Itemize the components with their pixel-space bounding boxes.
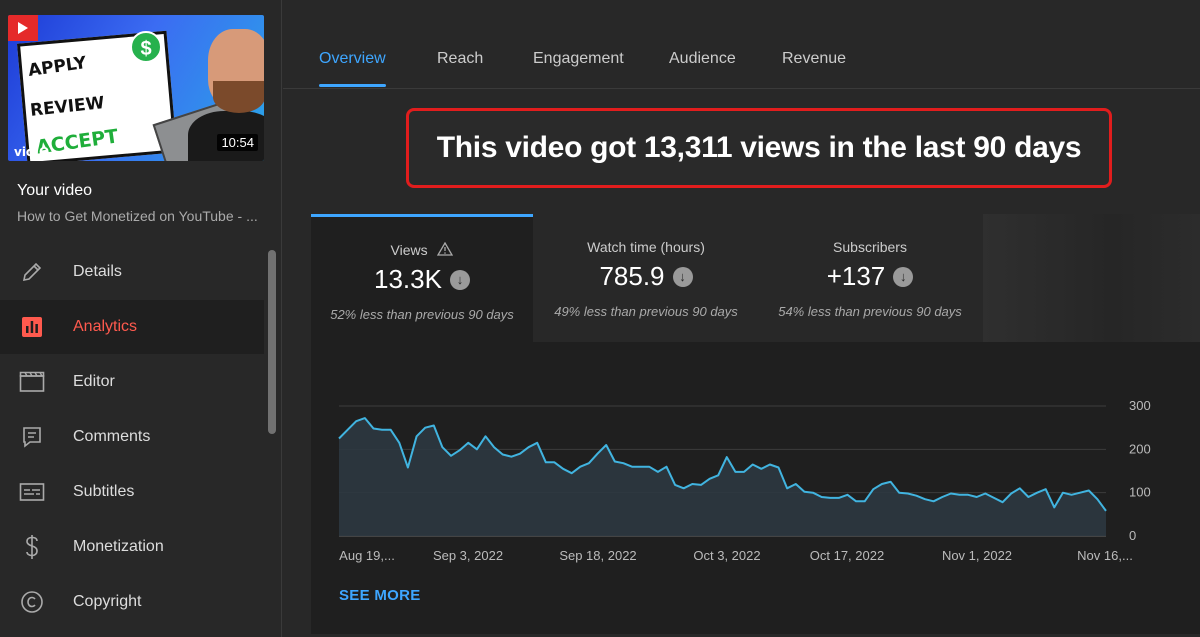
vidiq-logo: vidIQ xyxy=(14,145,50,159)
sidebar-item-copyright[interactable]: Copyright xyxy=(0,575,264,629)
metric-card-views[interactable]: Views 13.3K ↓ 52% less than previous 90 … xyxy=(311,214,533,342)
x-tick-label: Oct 17, 2022 xyxy=(810,548,884,563)
sidebar-item-label: Comments xyxy=(73,428,151,445)
video-thumbnail[interactable]: APPLY REVIEW ACCEPT $ vidIQ 10:54 xyxy=(8,15,264,161)
see-more-button[interactable]: SEE MORE xyxy=(339,587,421,604)
chart-panel: 0 100 200 300 Aug 19,... Sep 3, 2022 Sep 18, 2… xyxy=(311,342,1200,634)
sidebar-item-label: Details xyxy=(73,263,122,280)
sidebar: APPLY REVIEW ACCEPT $ vidIQ 10:54 Your v… xyxy=(0,0,282,637)
metric-value-row: 785.9 ↓ xyxy=(535,261,757,292)
views-line xyxy=(338,417,1107,512)
subtitles-icon xyxy=(17,477,47,507)
sidebar-item-monetization[interactable]: Monetization xyxy=(0,520,264,574)
sidebar-item-label: Subtitles xyxy=(73,483,135,500)
sidebar-item-label: Monetization xyxy=(73,538,164,555)
down-arrow-icon: ↓ xyxy=(893,266,914,287)
tab-reach[interactable]: Reach xyxy=(437,50,484,67)
metric-value: 13.3K xyxy=(374,264,442,294)
active-tab-indicator xyxy=(319,84,386,87)
x-tick-label: Nov 16,... xyxy=(1077,548,1133,563)
metric-comparison: 52% less than previous 90 days xyxy=(330,307,514,322)
video-duration: 10:54 xyxy=(217,134,258,151)
metric-value-row: 13.3K ↓ xyxy=(311,264,533,295)
person-beard xyxy=(213,81,264,113)
sidebar-item-label: Copyright xyxy=(73,593,142,610)
sidebar-item-label: Editor xyxy=(73,373,115,390)
tab-overview[interactable]: Overview xyxy=(319,50,386,67)
metric-comparison: 54% less than previous 90 days xyxy=(778,304,962,319)
tab-engagement[interactable]: Engagement xyxy=(533,50,624,67)
sidebar-item-analytics[interactable]: Analytics xyxy=(0,300,264,354)
dollar-icon xyxy=(17,532,47,562)
views-area xyxy=(339,418,1106,536)
x-tick-label: Oct 3, 2022 xyxy=(693,548,760,563)
tab-audience[interactable]: Audience xyxy=(669,50,736,67)
tab-revenue[interactable]: Revenue xyxy=(782,50,847,67)
comment-icon xyxy=(17,422,47,452)
metric-label: Watch time (hours) xyxy=(587,239,705,255)
sidebar-item-label: Analytics xyxy=(73,318,138,335)
analytics-icon xyxy=(17,312,47,342)
x-tick-label: Aug 19,... xyxy=(339,548,395,563)
dollar-badge-icon: $ xyxy=(130,31,162,63)
sidebar-scrollbar[interactable] xyxy=(268,250,276,434)
x-tick-label: Sep 18, 2022 xyxy=(559,548,636,563)
sidebar-item-comments[interactable]: Comments xyxy=(0,410,264,464)
metric-comparison: 49% less than previous 90 days xyxy=(554,304,738,319)
views-chart: 0 100 200 300 Aug 19,... Sep 3, 2022 Sep 18, 2… xyxy=(338,398,1151,563)
metric-value: 785.9 xyxy=(599,261,665,291)
pencil-icon xyxy=(17,257,47,287)
down-arrow-icon: ↓ xyxy=(672,266,693,287)
copyright-icon xyxy=(17,587,47,617)
main-content: Overview Reach Engagement Audience Reven… xyxy=(283,0,1200,637)
views-callout: This video got 13,311 views in the last … xyxy=(406,108,1112,188)
youtube-logo-icon xyxy=(8,15,38,41)
tab-bar: Overview Reach Engagement Audience Reven… xyxy=(283,0,1200,89)
video-title: How to Get Monetized on YouTube - ... xyxy=(17,208,258,224)
warning-icon xyxy=(437,241,454,256)
sidebar-item-details[interactable]: Details xyxy=(0,245,264,299)
y-tick-label: 200 xyxy=(1129,441,1151,456)
x-tick-label: Sep 3, 2022 xyxy=(433,548,503,563)
metric-value-row: +137 ↓ xyxy=(759,261,981,292)
metric-label: Views xyxy=(311,241,533,258)
y-tick-label: 100 xyxy=(1129,485,1151,500)
your-video-label: Your video xyxy=(17,182,93,199)
y-tick-label: 0 xyxy=(1129,528,1136,543)
metric-card-subscribers[interactable]: Subscribers +137 ↓ 54% less than previou… xyxy=(759,214,981,342)
metric-cards: Views 13.3K ↓ 52% less than previous 90 … xyxy=(311,214,1200,342)
clapperboard-icon xyxy=(17,367,47,397)
blurred-metric-card[interactable] xyxy=(983,214,1200,342)
sidebar-item-subtitles[interactable]: Subtitles xyxy=(0,465,264,519)
x-tick-label: Nov 1, 2022 xyxy=(942,548,1012,563)
down-arrow-icon: ↓ xyxy=(449,269,470,290)
metric-label: Subscribers xyxy=(833,239,907,255)
metric-value: +137 xyxy=(826,261,886,291)
sidebar-item-editor[interactable]: Editor xyxy=(0,355,264,409)
y-tick-label: 300 xyxy=(1129,398,1151,413)
metric-label-text: Views xyxy=(390,242,428,258)
metric-card-watch-time[interactable]: Watch time (hours) 785.9 ↓ 49% less than… xyxy=(535,214,757,342)
